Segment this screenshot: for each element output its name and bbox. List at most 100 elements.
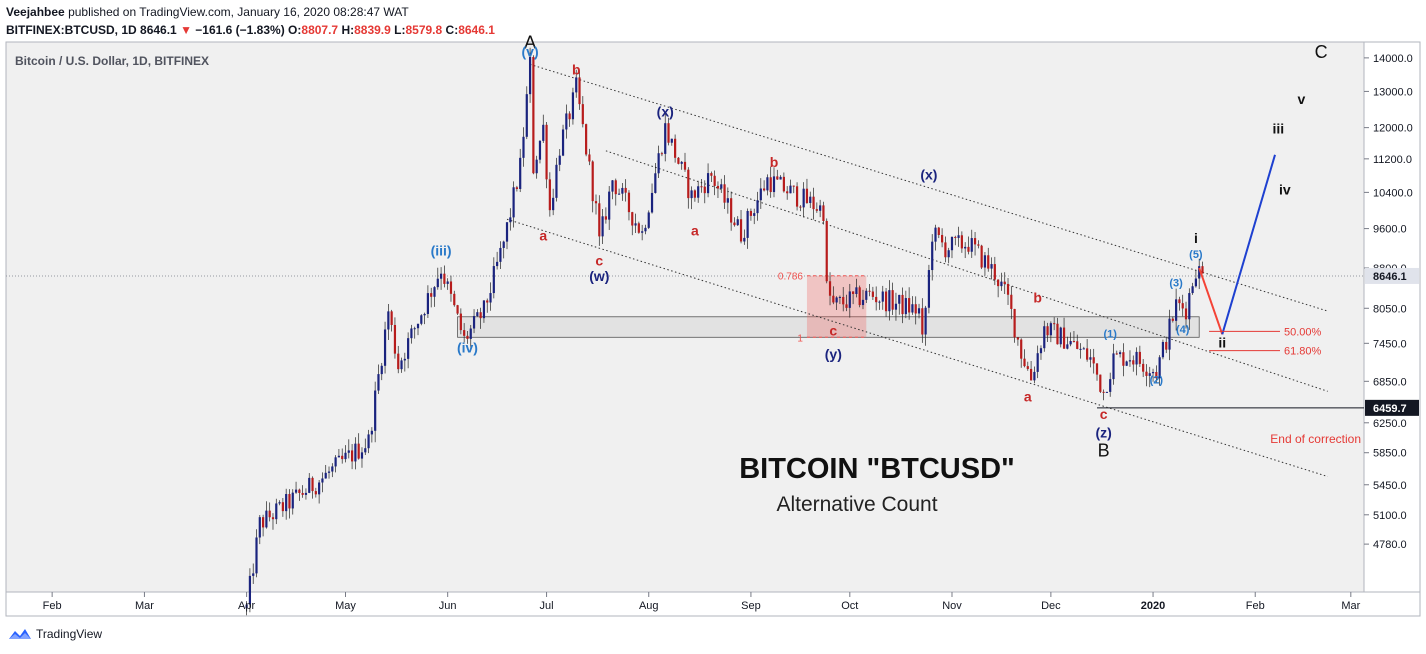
candle-body (641, 231, 644, 233)
time-axis[interactable] (5, 591, 1421, 617)
candle-body (1125, 361, 1128, 366)
candle-body (937, 227, 940, 235)
candle-body (1145, 371, 1148, 376)
candle-body (766, 177, 769, 191)
candle-body (746, 210, 749, 238)
channel-line[interactable] (506, 218, 1328, 478)
candle-body (927, 270, 931, 308)
candle-body (604, 216, 607, 220)
candle-body (489, 293, 492, 303)
wave-label: ii (1218, 335, 1226, 351)
wave-label: iv (1279, 182, 1291, 198)
channel-line[interactable] (529, 63, 1328, 312)
candle-body (519, 157, 522, 189)
candle-body (1181, 303, 1184, 309)
candle-body (997, 279, 1000, 287)
candle-body (670, 138, 673, 143)
candle-body (308, 477, 311, 493)
candle-body (608, 191, 611, 220)
wave-label: B (1098, 441, 1110, 461)
footer-brand[interactable]: TradingView (36, 627, 103, 641)
candle-body (1132, 360, 1135, 365)
candle-body (819, 205, 822, 211)
wave-label: (3) (1169, 277, 1183, 289)
candle-body (314, 491, 317, 495)
x-tick-label: Feb (43, 600, 62, 612)
candle-body (568, 113, 571, 120)
y-tick-label: 12000.0 (1373, 123, 1413, 135)
candle-body (459, 313, 462, 331)
x-tick-label: Sep (741, 600, 761, 612)
candle-body (1188, 293, 1191, 320)
candle-body (931, 241, 934, 271)
candle-body (561, 129, 565, 156)
candle-body (730, 198, 733, 223)
candle-body (268, 510, 271, 518)
candle-body (275, 503, 278, 520)
candle-body (1142, 363, 1145, 372)
candle-body (990, 264, 993, 269)
candle-body (716, 185, 720, 189)
candle-body (1079, 348, 1082, 350)
down-arrow-icon: ▼ (180, 23, 192, 37)
candle-body (908, 298, 911, 313)
candle-body (763, 188, 766, 191)
author-name[interactable]: Veejahbee (6, 5, 65, 19)
retracement-label: 50.00% (1284, 326, 1322, 338)
candle-body (420, 315, 423, 324)
candle-body (578, 77, 581, 105)
candle-body (733, 222, 736, 226)
candle-body (861, 299, 865, 306)
candle-body (1128, 360, 1132, 362)
wave-label: i (1194, 230, 1198, 246)
wave-label: A (524, 32, 536, 52)
candle-body (377, 374, 380, 391)
wave-label: c (1100, 406, 1108, 422)
candle-body (1138, 351, 1141, 364)
candle-body (1000, 281, 1003, 287)
price-axis[interactable] (1363, 41, 1421, 593)
wave-label: (x) (657, 103, 674, 119)
tradingview-logo-icon (9, 629, 31, 639)
y-tick-label: 6850.0 (1373, 376, 1407, 388)
candle-body (772, 176, 776, 193)
candle-body (558, 155, 561, 165)
candle-body (657, 153, 660, 174)
candle-body (720, 184, 723, 189)
candle-body (690, 190, 693, 199)
candle-body (954, 236, 957, 238)
candle-body (364, 448, 367, 453)
candle-body (950, 236, 954, 251)
candle-body (970, 238, 973, 252)
projection-red-leg[interactable] (1198, 267, 1224, 335)
annotation-title: BITCOIN "BTCUSD" (739, 453, 1015, 485)
fib-label: 0.786 (778, 272, 803, 283)
retracement-label: 61.80% (1284, 346, 1322, 358)
candle-body (875, 296, 878, 303)
projection-blue-leg[interactable] (1221, 154, 1276, 335)
candle-body (1003, 281, 1006, 284)
candle-body (1076, 341, 1079, 349)
candle-body (904, 298, 907, 315)
candle-body (1122, 352, 1125, 366)
wave-label: (iii) (431, 242, 452, 258)
channel-line[interactable] (605, 150, 1328, 392)
wave-label: (z) (1095, 425, 1111, 441)
candle-body (1158, 357, 1161, 379)
candle-body (327, 471, 331, 473)
candle-body (683, 161, 687, 170)
candle-body (759, 188, 762, 201)
annotation-subtitle: Alternative Count (776, 493, 937, 516)
price-change: −161.6 (−1.83%) (195, 23, 285, 37)
candle-body (334, 457, 337, 467)
x-tick-label: Oct (841, 600, 858, 612)
candle-body (261, 517, 265, 528)
candle-body (403, 358, 406, 361)
candle-body (285, 494, 288, 512)
candle-body (914, 304, 917, 314)
candle-body (1112, 353, 1115, 380)
candle-body (1178, 299, 1181, 304)
candle-body (1010, 294, 1013, 309)
x-tick-label: Mar (135, 600, 154, 612)
